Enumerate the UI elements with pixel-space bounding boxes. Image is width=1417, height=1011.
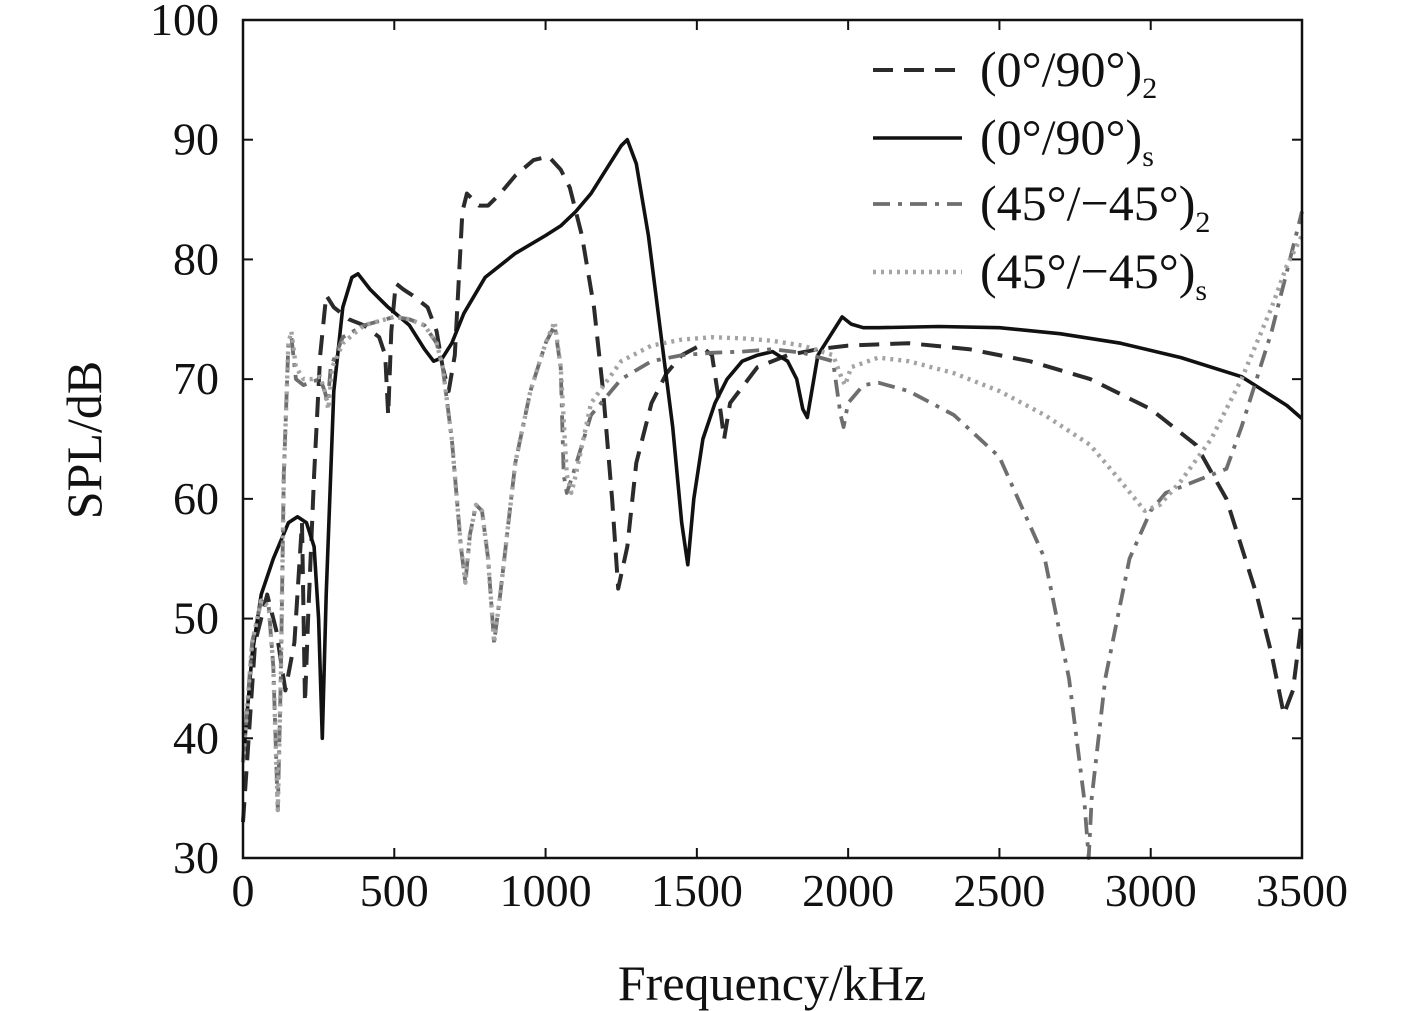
x-tick-label: 2500	[953, 865, 1045, 916]
y-tick-label: 100	[150, 0, 219, 45]
x-tick-label: 0	[232, 865, 255, 916]
plot-frame	[241, 18, 1304, 860]
legend-label-2: (0°/90°)s	[980, 109, 1154, 173]
y-axis-label: SPL/dB	[56, 361, 112, 519]
y-tick-label: 50	[173, 593, 219, 644]
x-tick-labels: 0 500 1000 1500 2000 2500 3000 3500	[232, 865, 1349, 916]
y-tick-label: 80	[173, 233, 219, 284]
x-tick-label: 2000	[802, 865, 894, 916]
y-tick-label: 70	[173, 353, 219, 404]
x-axis-label: Frequency/kHz	[618, 955, 926, 1011]
series-line-3	[241, 211, 1304, 860]
y-tick-label: 40	[173, 712, 219, 763]
legend-label-3: (45°/−45°)2	[980, 175, 1210, 239]
x-tick-label: 3500	[1256, 865, 1348, 916]
series-line-1	[241, 154, 1304, 823]
x-tick-label: 1500	[651, 865, 743, 916]
series-line-4	[240, 234, 1304, 813]
y-tick-label: 60	[173, 473, 219, 524]
y-tick-labels: 30 40 50 60 70 80 90 100	[150, 0, 219, 883]
x-tick-label: 1000	[500, 865, 592, 916]
series-line-2	[241, 137, 1304, 763]
series-layer	[240, 137, 1304, 860]
x-tick-label: 500	[360, 865, 429, 916]
tick-marks	[242, 19, 1303, 859]
legend-label-1: (0°/90°)2	[980, 41, 1157, 105]
y-tick-label: 30	[173, 832, 219, 883]
x-tick-label: 3000	[1105, 865, 1197, 916]
legend: (0°/90°)2(0°/90°)s(45°/−45°)2(45°/−45°)s	[873, 41, 1210, 307]
y-tick-label: 90	[173, 114, 219, 165]
legend-label-4: (45°/−45°)s	[980, 243, 1207, 307]
